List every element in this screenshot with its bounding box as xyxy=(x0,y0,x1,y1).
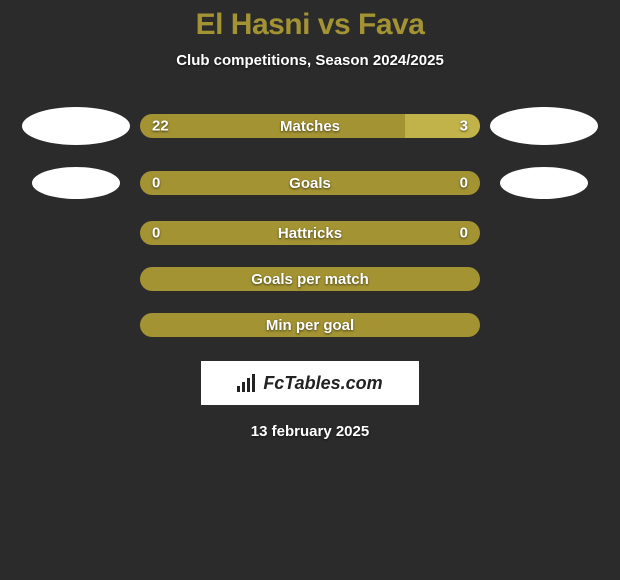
stat-row-hattricks: 0 Hattricks 0 xyxy=(0,221,620,245)
stat-label: Hattricks xyxy=(278,225,342,242)
stat-left-value: 22 xyxy=(152,118,169,135)
player-left-oval xyxy=(22,107,130,145)
fctables-logo[interactable]: FcTables.com xyxy=(201,361,419,405)
bar-fill-right xyxy=(405,114,480,138)
player-right-oval-small xyxy=(500,167,588,199)
date-label: 13 february 2025 xyxy=(251,423,369,440)
stat-label: Goals per match xyxy=(251,271,369,288)
stat-right-value: 3 xyxy=(460,118,468,135)
stat-row-goals: 0 Goals 0 xyxy=(0,167,620,199)
stat-right-value: 0 xyxy=(460,175,468,192)
stat-bar: 0 Hattricks 0 xyxy=(140,221,480,245)
stat-label: Matches xyxy=(280,118,340,135)
player-left-oval-small xyxy=(32,167,120,199)
stat-bar: Min per goal xyxy=(140,313,480,337)
stat-row-goals-per-match: Goals per match xyxy=(0,267,620,291)
stat-row-matches: 22 Matches 3 xyxy=(0,107,620,145)
logo-text: FcTables.com xyxy=(237,373,382,394)
right-spacer xyxy=(480,167,608,199)
bar-chart-icon xyxy=(237,374,259,392)
stat-left-value: 0 xyxy=(152,175,160,192)
stat-right-value: 0 xyxy=(460,225,468,242)
comparison-card: El Hasni vs Fava Club competitions, Seas… xyxy=(0,0,620,440)
stat-bar: Goals per match xyxy=(140,267,480,291)
stat-label: Min per goal xyxy=(266,317,354,334)
page-title: El Hasni vs Fava xyxy=(196,8,425,42)
player-right-oval xyxy=(490,107,598,145)
stat-bar: 22 Matches 3 xyxy=(140,114,480,138)
logo-label: FcTables.com xyxy=(263,373,382,394)
left-spacer xyxy=(12,167,140,199)
stat-bar: 0 Goals 0 xyxy=(140,171,480,195)
stat-row-min-per-goal: Min per goal xyxy=(0,313,620,337)
stat-label: Goals xyxy=(289,175,331,192)
stat-left-value: 0 xyxy=(152,225,160,242)
subtitle: Club competitions, Season 2024/2025 xyxy=(176,52,444,69)
